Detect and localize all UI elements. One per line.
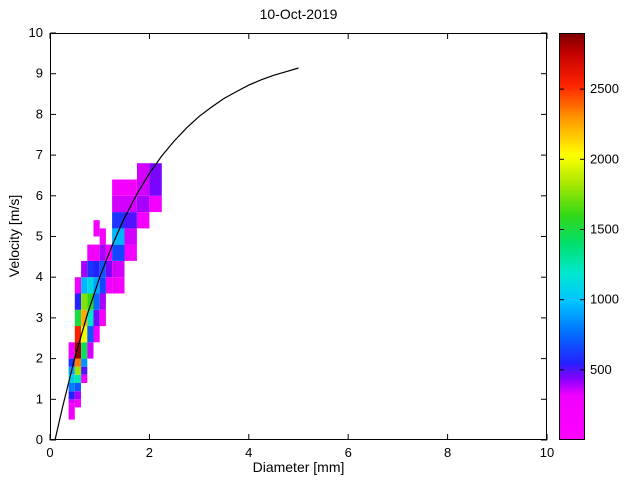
heatmap-cell (74, 399, 81, 408)
heatmap-cell (112, 195, 125, 213)
y-tick-label: 0 (36, 432, 43, 447)
heatmap-cell (68, 342, 75, 359)
x-tick-label: 10 (540, 445, 554, 460)
heatmap-cell (93, 293, 100, 310)
heatmap-cell (112, 244, 125, 261)
heatmap-cells (68, 163, 162, 420)
heatmap-cell (81, 366, 88, 375)
heatmap-cell (74, 293, 81, 310)
colorbar-tick-label: 1500 (590, 221, 619, 236)
heatmap-cell (112, 260, 125, 278)
heatmap-cell (81, 342, 88, 359)
x-tick-label: 4 (245, 445, 252, 460)
heatmap-cell (68, 411, 75, 420)
y-tick-label: 10 (29, 25, 43, 40)
heatmap-cell (149, 163, 162, 196)
heatmap-cell (68, 358, 75, 367)
heatmap-cell (81, 277, 88, 294)
heatmap-cell (74, 309, 81, 327)
colorbar-tick-label: 500 (590, 362, 612, 377)
y-tick-label: 3 (36, 310, 43, 325)
tick-labels: 0 2 4 6 8 10 0 1 2 3 4 5 6 7 8 9 10 (29, 25, 555, 460)
y-tick-label: 8 (36, 106, 43, 121)
heatmap-cell (74, 391, 81, 400)
heatmap-cell (81, 374, 88, 383)
heatmap-cell (87, 342, 94, 359)
x-tick-label: 2 (146, 445, 153, 460)
heatmap-cell (99, 277, 106, 294)
heatmap-cell (74, 277, 81, 294)
colorbar-ticks: 500 1000 1500 2000 2500 (559, 81, 619, 377)
plot-title: 10-Oct-2019 (259, 6, 338, 22)
heatmap-cell (93, 244, 100, 261)
x-tick-label: 6 (345, 445, 352, 460)
x-axis-label: Diameter [mm] (252, 459, 345, 475)
heatmap-cell (93, 220, 100, 237)
heatmap-cell (87, 244, 94, 261)
colorbar-tick-label: 2000 (590, 151, 619, 166)
y-tick-label: 2 (36, 351, 43, 366)
heatmap-cell (68, 391, 75, 400)
heatmap-cell (87, 260, 94, 278)
heatmap-cell (68, 399, 75, 404)
y-tick-label: 7 (36, 147, 43, 162)
y-tick-label: 9 (36, 66, 43, 81)
heatmap-cell (137, 195, 150, 213)
heatmap-cell (149, 195, 162, 213)
heatmap-cell (93, 309, 100, 327)
heatmap-cell (81, 326, 88, 343)
heatmap-cell (87, 277, 94, 294)
heatmap-cell (99, 309, 106, 327)
heatmap-cell (68, 374, 75, 383)
heatmap-cell (124, 212, 137, 229)
heatmap-cell (137, 212, 150, 229)
heatmap-cell (81, 260, 88, 278)
colorbar (559, 33, 585, 440)
heatmap-cell (99, 244, 106, 261)
axis-ticks (49, 32, 548, 441)
heatmap-cell (112, 277, 125, 294)
heatmap-cell (74, 358, 81, 367)
heatmap-cell (99, 293, 106, 310)
heatmap-cell (74, 366, 81, 375)
heatmap-cell (105, 260, 113, 278)
x-tick-label: 8 (444, 445, 451, 460)
heatmap-cell (74, 383, 81, 392)
heatmap-cell (112, 179, 125, 196)
colorbar-tick-label: 1000 (590, 292, 619, 307)
heatmap-cell (124, 244, 137, 261)
heatmap-cell (81, 309, 88, 327)
y-tick-label: 1 (36, 391, 43, 406)
heatmap-cell (74, 374, 81, 383)
y-tick-label: 5 (36, 229, 43, 244)
heatmap-cell (112, 228, 125, 245)
y-tick-label: 6 (36, 188, 43, 203)
heatmap-cell (93, 260, 100, 278)
heatmap-cell (93, 326, 100, 343)
y-tick-label: 4 (36, 269, 43, 284)
colorbar-tick-label: 2500 (590, 81, 619, 96)
heatmap-cell (124, 179, 137, 196)
heatmap-cell (99, 228, 106, 245)
x-tick-label: 0 (46, 445, 53, 460)
heatmap-cell (68, 403, 75, 412)
heatmap-cell (87, 326, 94, 343)
heatmap-cell (74, 326, 81, 343)
heatmap-cell (81, 358, 88, 367)
terminal-velocity-curve (54, 67, 299, 441)
heatmap-cell (74, 342, 81, 359)
heatmap-cell (105, 277, 113, 294)
heatmap-cell (81, 293, 88, 310)
heatmap-cell (124, 228, 137, 245)
heatmap-cell (87, 293, 94, 310)
heatmap-cell (112, 212, 125, 229)
heatmap-cell (68, 383, 75, 392)
heatmap-cell (87, 309, 94, 327)
colorbar-border (559, 33, 585, 440)
